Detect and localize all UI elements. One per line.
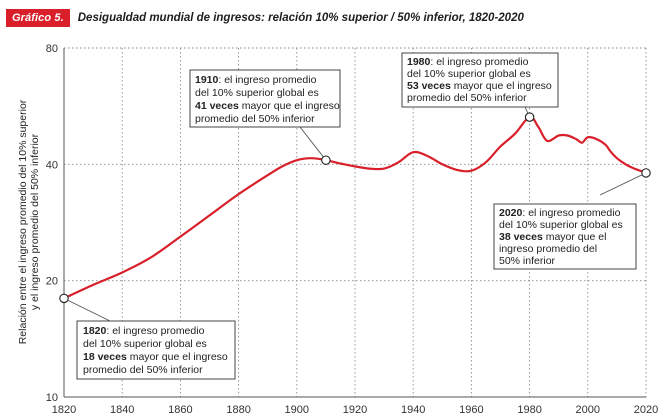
annotation-2020-line-3: 38 veces mayor que el: [499, 231, 606, 243]
marker-1820: [59, 293, 69, 304]
annotation-1910-line-1: 1910: el ingreso promedio: [195, 74, 317, 86]
annotation-1980: 1980: el ingreso promedio del 10% superi…: [401, 52, 559, 108]
x-tick-label-1980: 1980: [517, 404, 541, 416]
x-tick-label-1820: 1820: [52, 404, 76, 416]
y-tick-label-10: 10: [46, 392, 58, 404]
tick-labels: 1820 1840 1860 1880 1900 1920 1940 1960 1980 2000…: [46, 43, 658, 416]
annotation-2020-line-5: 50% inferior: [499, 255, 556, 267]
y-tick-label-80: 80: [46, 43, 58, 55]
x-tick-label-2000: 2000: [576, 404, 600, 416]
annotation-1820-line-1: 1820: el ingreso promedio: [83, 325, 205, 337]
marker-1910: [321, 155, 331, 165]
annotation-1910-line-4: promedio del 50% inferior: [195, 113, 315, 125]
x-tick-label-1840: 1840: [110, 404, 134, 416]
highlight-markers: [59, 112, 651, 304]
axis-layer: [63, 48, 646, 398]
annotation-box-1980: [401, 52, 559, 108]
leader-line-1820: [63, 297, 111, 322]
annotation-1820-line-4: promedio del 50% inferior: [83, 364, 203, 376]
y-axis-title-line-1: Relación entre el ingreso promedio del 1…: [17, 99, 29, 344]
annotation-1820-line-3: 18 veces mayor que el ingreso: [83, 351, 228, 363]
x-tick-label-1860: 1860: [168, 404, 192, 416]
x-tick-label-1920: 1920: [343, 404, 367, 416]
marker-2020: [641, 168, 651, 178]
chart-header: Gráfico 5. Desigualdad mundial de ingres…: [6, 8, 524, 28]
annotation-1980-line-2: del 10% superior global es: [407, 68, 531, 80]
annotation-box-1910: [189, 69, 341, 128]
annotation-2020-line-2: del 10% superior global es: [499, 219, 623, 231]
annotation-1980-line-4: promedio del 50% inferior: [407, 92, 527, 104]
y-axis-title: Relación entre el ingreso promedio del 1…: [17, 99, 41, 344]
chart-title: Desigualdad mundial de ingresos: relació…: [77, 12, 524, 24]
annotation-1910: 1910: el ingreso promedio del 10% superi…: [189, 69, 341, 128]
annotation-1820: 1820: el ingreso promedio del 10% superi…: [76, 320, 236, 380]
leader-line-2020: [599, 172, 647, 196]
x-tick-label-1960: 1960: [459, 404, 483, 416]
annotation-box-1820: [76, 320, 236, 380]
x-tick-label-1940: 1940: [401, 404, 425, 416]
x-tick-label-2020: 2020: [634, 404, 658, 416]
series-line: [63, 115, 647, 300]
x-tick-label-1900: 1900: [285, 404, 309, 416]
annotation-box-2020: [493, 203, 637, 270]
leader-lines: [63, 106, 647, 322]
x-tick-label-1880: 1880: [226, 404, 250, 416]
y-axis-title-line-2: y el ingreso promedio del 50% inferior: [29, 133, 41, 310]
annotation-1980-line-3: 53 veces mayor que el ingreso: [407, 80, 552, 92]
annotation-1820-line-2: del 10% superior global es: [83, 338, 207, 350]
annotation-2020: 2020: el ingreso promedio del 10% superi…: [493, 203, 637, 270]
leader-line-1910: [299, 126, 327, 161]
annotation-2020-line-1: 2020: el ingreso promedio: [499, 207, 621, 219]
annotation-2020-line-4: ingreso promedio del: [499, 243, 597, 255]
annotation-1910-line-2: del 10% superior global es: [195, 87, 319, 99]
figure-badge: Gráfico 5.: [6, 9, 70, 27]
annotation-1910-line-3: 41 veces mayor que el ingreso: [195, 100, 340, 112]
grid-layer: [64, 47, 647, 397]
annotation-1980-line-1: 1980: el ingreso promedio: [407, 56, 529, 68]
y-tick-label-40: 40: [46, 159, 58, 171]
y-tick-label-20: 20: [46, 276, 58, 288]
marker-1980: [524, 112, 535, 122]
